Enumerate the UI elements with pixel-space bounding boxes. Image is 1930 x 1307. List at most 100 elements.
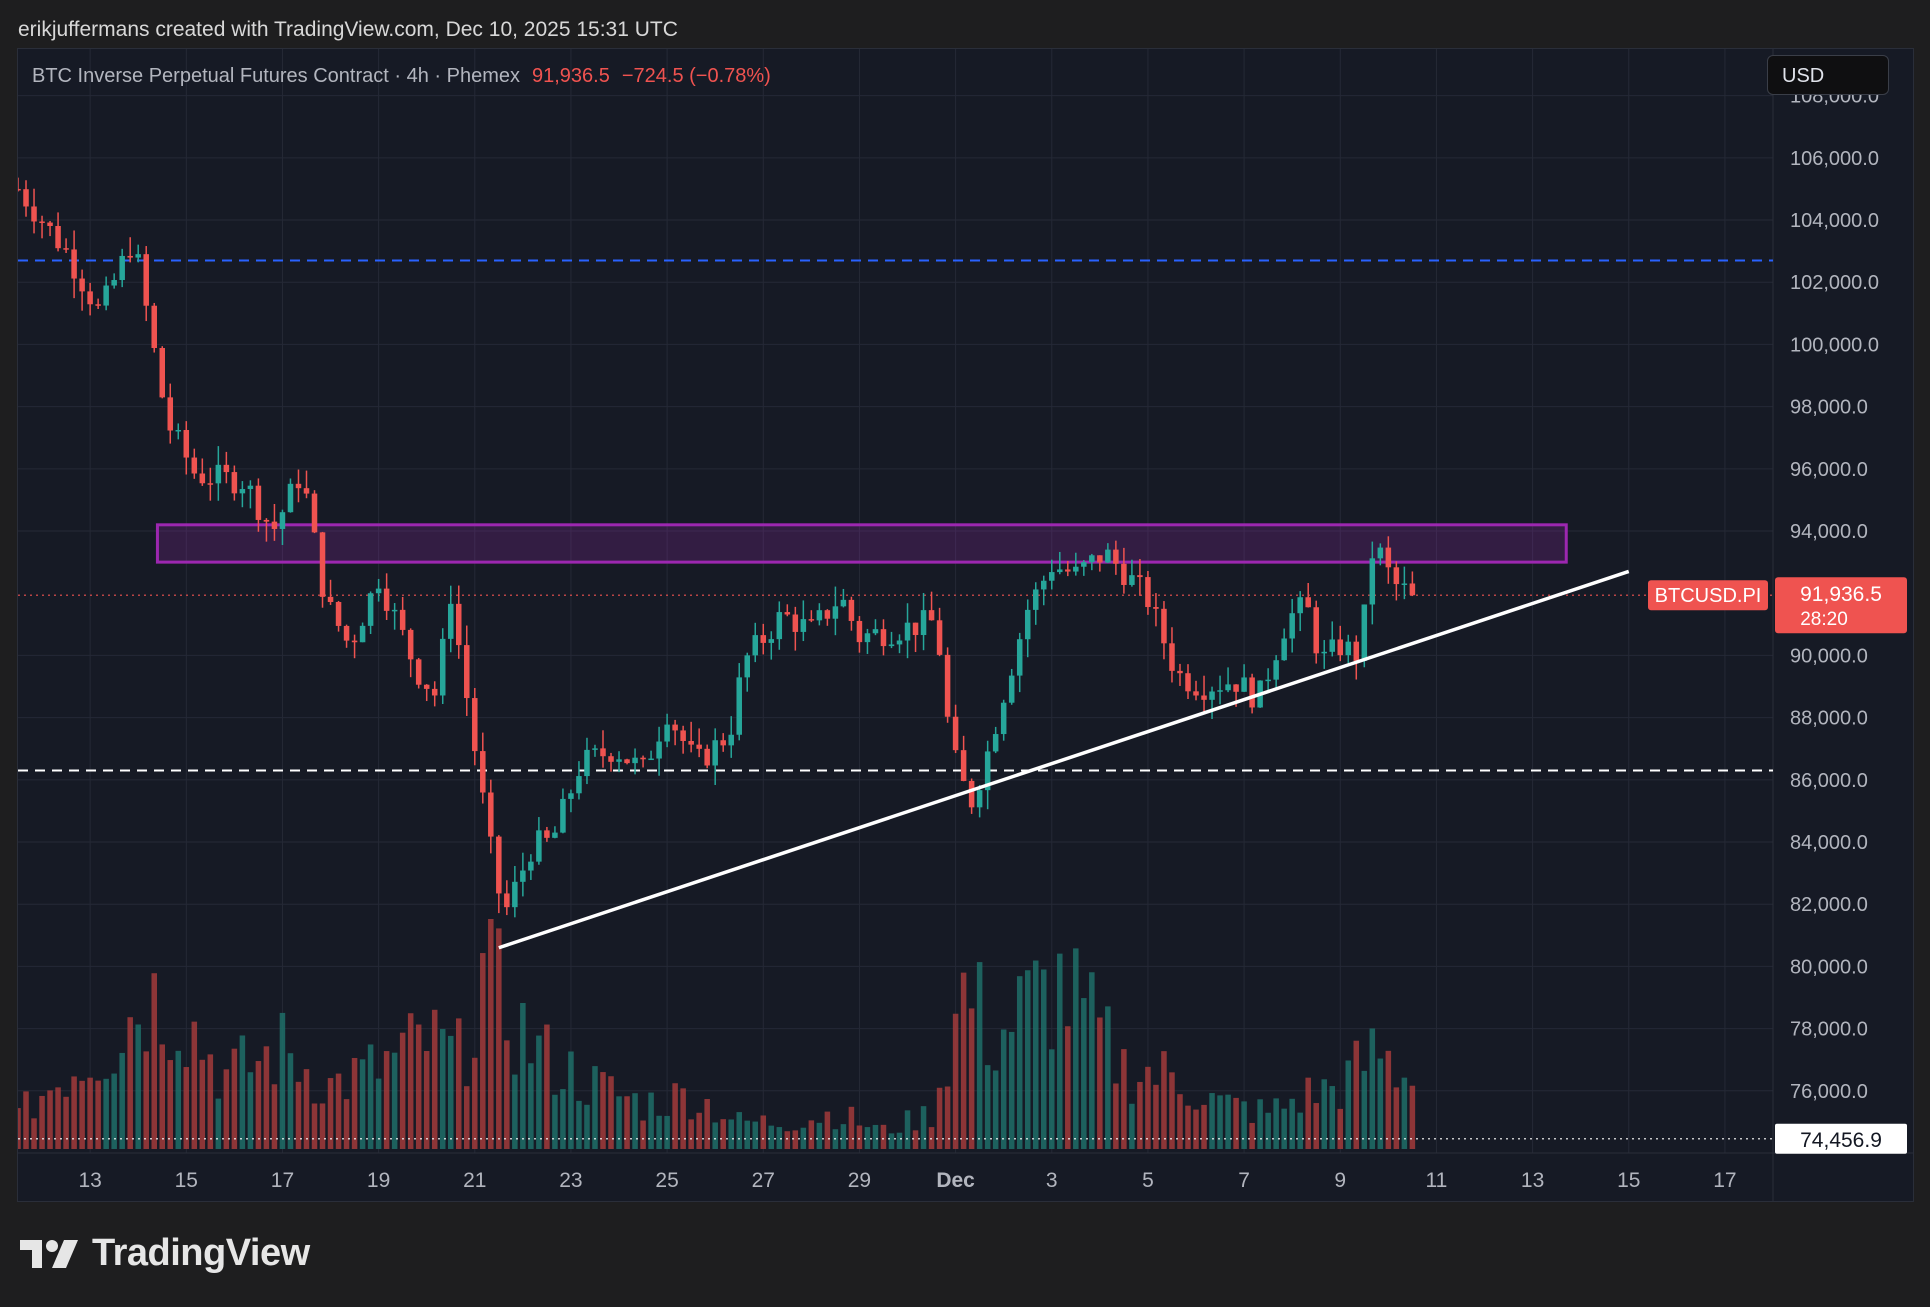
volume-bar <box>135 1024 141 1149</box>
last-price: 91,936.5 <box>531 65 610 87</box>
volume-bar <box>984 1065 991 1149</box>
candle <box>544 826 550 842</box>
candle-body <box>992 734 999 752</box>
candle-body <box>295 483 302 489</box>
volume-bar <box>800 1127 807 1149</box>
candle-body <box>207 483 214 485</box>
volume-bar <box>103 1078 109 1149</box>
symbol-price-tag <box>1648 580 1768 611</box>
volume-bar <box>1345 1060 1352 1149</box>
candle <box>359 622 366 643</box>
volume-bar <box>343 1099 350 1149</box>
candle <box>431 681 438 707</box>
candle-body <box>1329 639 1336 652</box>
candle-body <box>1353 641 1360 661</box>
candle <box>191 448 198 479</box>
candle-body <box>1305 597 1311 608</box>
volume-bar <box>472 1057 478 1149</box>
volume-bar <box>1129 1103 1135 1149</box>
candle-body <box>1233 684 1239 692</box>
candle-body <box>311 493 318 533</box>
volume-bar <box>191 1021 198 1149</box>
symbol-description[interactable]: BTC Inverse Perpetual Futures Contract ·… <box>32 65 520 87</box>
candle <box>1345 634 1352 664</box>
candle-body <box>95 304 101 306</box>
candle-body <box>784 612 791 615</box>
candle <box>1113 540 1119 575</box>
volume-bar <box>231 1048 238 1149</box>
candle <box>47 220 53 237</box>
volume-bar <box>704 1099 710 1149</box>
candle <box>624 758 630 765</box>
volume-bar <box>311 1103 318 1149</box>
volume-bar <box>1313 1103 1319 1149</box>
time-axis-label: 5 <box>1142 1169 1154 1192</box>
volume-bar <box>263 1046 270 1149</box>
volume-bar <box>279 1012 286 1149</box>
volume-bar <box>71 1076 77 1149</box>
candle <box>688 721 694 753</box>
candle-body <box>904 622 911 641</box>
candle <box>215 446 222 501</box>
volume-bar <box>928 1127 935 1149</box>
volume-bar <box>1105 1006 1111 1149</box>
candle-body <box>1265 679 1271 682</box>
volume-bar <box>183 1067 190 1149</box>
candle <box>279 509 286 546</box>
price-axis-label: 98,000.0 <box>1790 397 1868 419</box>
volume-bar <box>1065 1026 1071 1149</box>
price-axis-label: 94,000.0 <box>1790 521 1868 543</box>
volume-bar <box>423 1051 430 1149</box>
price-axis-label: 76,000.0 <box>1790 1081 1868 1103</box>
candle <box>1073 552 1079 576</box>
candle-body <box>552 832 558 838</box>
volume-bar <box>680 1088 686 1149</box>
time-axis-label: 25 <box>655 1169 678 1192</box>
candle-body <box>271 521 278 529</box>
candle-body <box>608 756 614 762</box>
candle <box>520 852 526 897</box>
candle <box>976 784 983 818</box>
chart-panel[interactable]: 108,000.0 106,000.0 104,000.0 102,000.0 100,… <box>17 48 1914 1202</box>
volume-bar <box>592 1066 598 1149</box>
volume-bar <box>407 1013 414 1149</box>
candle <box>1281 628 1287 661</box>
candle <box>728 716 734 758</box>
candle-body <box>584 749 590 777</box>
candle <box>736 663 742 741</box>
volume-bar <box>1113 1083 1119 1149</box>
candle-body <box>111 280 117 286</box>
volume-bar <box>992 1070 999 1149</box>
volume-bar <box>47 1090 53 1149</box>
candle <box>31 188 37 234</box>
candle-body <box>1097 555 1103 563</box>
candle <box>824 609 831 626</box>
candle-body <box>1217 690 1223 692</box>
candle-body <box>351 640 358 643</box>
volume-bar <box>287 1053 294 1149</box>
candle-body <box>1337 639 1344 656</box>
candle-body <box>119 255 125 281</box>
candle-body <box>728 734 734 746</box>
volume-bar <box>1161 1051 1167 1149</box>
volume-bar <box>648 1092 654 1149</box>
candle-body <box>824 610 831 619</box>
symbol-legend[interactable]: BTC Inverse Perpetual Futures Contract ·… <box>32 65 771 88</box>
candle-body <box>952 716 959 751</box>
candle-body <box>135 254 141 258</box>
candle-body <box>431 688 438 696</box>
candle <box>760 623 767 655</box>
candle <box>584 737 590 785</box>
candle-body <box>183 430 190 458</box>
candle-body <box>239 489 246 494</box>
volume-bar <box>840 1124 847 1149</box>
candle-body <box>447 603 454 639</box>
currency-button[interactable]: USD <box>1767 55 1889 95</box>
candle-body <box>960 750 967 781</box>
candle-body <box>888 644 895 647</box>
price-chart[interactable]: 108,000.0106,000.0104,000.0102,000.0100,… <box>18 49 1913 1201</box>
tradingview-brand[interactable]: TradingView <box>20 1232 310 1275</box>
symbol-price-tag-text: BTCUSD.PI <box>1655 585 1762 607</box>
candle-body <box>768 639 775 643</box>
candle <box>1040 575 1047 606</box>
